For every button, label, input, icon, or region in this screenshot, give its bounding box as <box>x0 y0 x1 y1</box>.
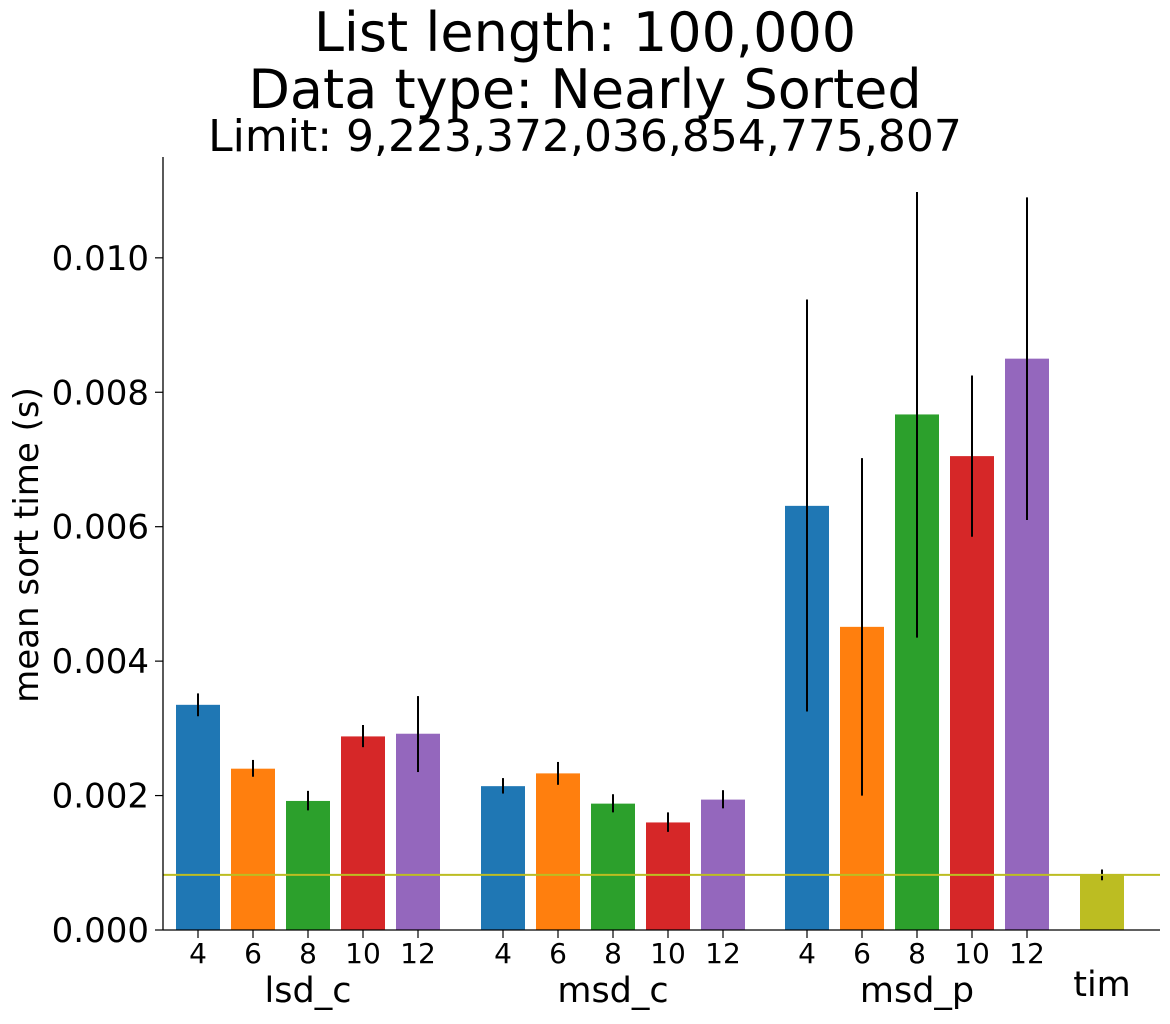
x-tick-label-msd_c-6: 6 <box>549 937 567 970</box>
x-tick-label-lsd_c-4: 4 <box>189 937 207 970</box>
x-tick-label-msd_c-8: 8 <box>604 937 622 970</box>
bar-lsd_c-4 <box>176 704 220 930</box>
bar-lsd_c-6 <box>231 768 275 930</box>
x-tick-label-msd_p-6: 6 <box>853 937 871 970</box>
x-tick-label-lsd_c-8: 8 <box>299 937 317 970</box>
y-tick-label: 0.010 <box>52 239 149 279</box>
chart-subtitle: Data type: Nearly Sorted <box>248 58 921 121</box>
plot-area: 4 6 8 10 12 lsd_c 4 6 8 10 12 msd_c 4 6 8 10 12 msd_p tim 0… <box>52 157 1160 1011</box>
bar-msd_c-10 <box>646 822 690 930</box>
bar-lsd_c-8 <box>286 800 330 930</box>
y-axis-label: mean sort time (s) <box>7 387 47 703</box>
x-tick-label-msd_p-4: 4 <box>798 937 816 970</box>
bar-msd_c-6 <box>536 773 580 930</box>
x-tick-label-msd_c-12: 12 <box>705 937 741 970</box>
y-tick-label: 0.004 <box>52 642 149 682</box>
y-tick-label: 0.006 <box>52 508 149 548</box>
x-tick-label-msd_p-8: 8 <box>908 937 926 970</box>
x-tick-label-msd_c-10: 10 <box>650 937 686 970</box>
bar-tim-value <box>1080 874 1124 930</box>
chart-limit-label: Limit: 9,223,372,036,854,775,807 <box>208 111 962 162</box>
x-tick-label-lsd_c-6: 6 <box>244 937 262 970</box>
group-label-tim: tim <box>1073 965 1131 1005</box>
x-tick-label-msd_p-10: 10 <box>954 937 990 970</box>
chart-title: List length: 100,000 <box>314 1 856 64</box>
x-tick-label-msd_p-12: 12 <box>1009 937 1045 970</box>
bar-msd_c-4 <box>481 786 525 930</box>
x-tick-label-lsd_c-10: 10 <box>345 937 381 970</box>
x-tick-label-msd_c-4: 4 <box>494 937 512 970</box>
y-tick-label: 0.000 <box>52 911 149 951</box>
bar-lsd_c-10 <box>341 736 385 930</box>
group-label-msd_p: msd_p <box>860 971 974 1011</box>
bar-msd_c-8 <box>591 803 635 930</box>
group-label-lsd_c: lsd_c <box>265 971 352 1011</box>
x-tick-label-lsd_c-12: 12 <box>400 937 436 970</box>
y-tick-label: 0.008 <box>52 373 149 413</box>
y-tick-label: 0.002 <box>52 777 149 817</box>
group-label-msd_c: msd_c <box>557 971 668 1011</box>
bar-msd_c-12 <box>701 799 745 930</box>
